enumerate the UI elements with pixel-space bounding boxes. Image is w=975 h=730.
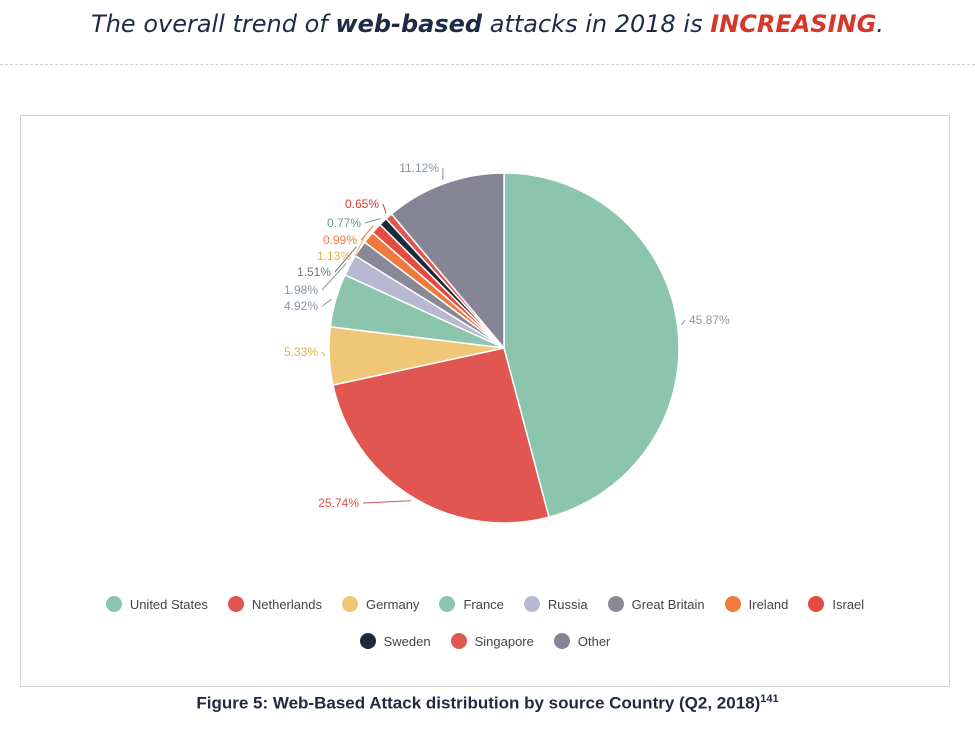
- leader-line-russia: [321, 262, 347, 291]
- legend-label-israel: Israel: [832, 596, 865, 612]
- chart-box: 45.87% 25.74% 5.33% 4.92% 1.98% 1.51% 1.13% 0.9…: [20, 115, 950, 687]
- legend-swatch-united-states: [105, 596, 122, 612]
- pie-slice-other: [390, 172, 505, 351]
- figure-caption: Figure 5: Web-Based Attack distribution …: [0, 693, 975, 714]
- legend-label-netherlands: Netherlands: [251, 596, 322, 612]
- legend-item-united-states[interactable]: United States: [105, 596, 208, 612]
- headline-middle: attacks in 2018 is: [482, 10, 711, 38]
- legend-swatch-singapore: [450, 633, 467, 649]
- legend-item-singapore[interactable]: Singapore: [450, 633, 534, 649]
- data-label-russia: 1.98%: [284, 283, 318, 297]
- legend-label-france: France: [463, 596, 504, 612]
- legend-item-other[interactable]: Other: [553, 633, 611, 649]
- legend-row-2: Sweden Singapore Other: [21, 633, 949, 649]
- legend-swatch-france: [439, 596, 456, 612]
- legend-swatch-other: [553, 633, 570, 649]
- leader-line-singapore: [382, 203, 387, 214]
- data-label-united-states: 45.87%: [689, 313, 730, 327]
- caption-text: Figure 5: Web-Based Attack distribution …: [196, 693, 761, 713]
- headline: The overall trend of web-based attacks i…: [0, 10, 975, 38]
- pie-chart: 45.87% 25.74% 5.33% 4.92% 1.98% 1.51% 1.13% 0.9…: [284, 161, 730, 524]
- legend-item-france[interactable]: France: [439, 596, 504, 612]
- legend-label-ireland: Ireland: [748, 596, 789, 612]
- data-label-netherlands: 25.74%: [318, 496, 359, 510]
- legend-label-united-states: United States: [129, 596, 208, 612]
- legend-swatch-russia: [523, 596, 540, 612]
- legend-item-sweden[interactable]: Sweden: [359, 633, 431, 649]
- legend-swatch-israel: [808, 596, 825, 612]
- legend-swatch-netherlands: [227, 596, 244, 612]
- legend-item-great-britain[interactable]: Great Britain: [607, 596, 705, 612]
- data-label-france: 4.92%: [284, 299, 318, 313]
- legend-row-1: United States Netherlands Germany France Rus…: [21, 596, 949, 612]
- legend-item-ireland[interactable]: Ireland: [724, 596, 789, 612]
- leader-line-germany: [321, 351, 326, 357]
- leader-line-united-states: [681, 319, 686, 326]
- headline-highlight: INCREASING: [710, 10, 877, 38]
- data-label-sweden: 0.77%: [327, 216, 361, 230]
- leader-line-sweden: [364, 218, 381, 224]
- legend-swatch-sweden: [359, 633, 376, 649]
- leader-line-israel: [360, 225, 374, 241]
- legend-label-other: Other: [577, 633, 611, 649]
- legend-label-great-britain: Great Britain: [631, 596, 705, 612]
- headline-prefix: The overall trend of: [91, 10, 336, 38]
- legend-item-russia[interactable]: Russia: [523, 596, 588, 612]
- divider: [0, 64, 975, 65]
- leader-line-france: [321, 298, 333, 307]
- data-label-germany: 5.33%: [284, 345, 318, 359]
- caption-footnote: 141: [760, 693, 779, 705]
- data-label-singapore: 0.65%: [345, 197, 379, 211]
- data-label-great-britain: 1.51%: [297, 265, 331, 279]
- pie-slice-united-states: [503, 172, 680, 519]
- legend-swatch-great-britain: [607, 596, 624, 612]
- leader-line-great-britain: [334, 246, 357, 273]
- headline-bold: web-based: [335, 10, 483, 38]
- legend-label-sweden: Sweden: [383, 633, 431, 649]
- data-label-ireland: 1.13%: [317, 249, 351, 263]
- legend-label-russia: Russia: [547, 596, 588, 612]
- legend-item-israel[interactable]: Israel: [808, 596, 864, 612]
- legend-item-germany[interactable]: Germany: [341, 596, 420, 612]
- legend-swatch-germany: [341, 596, 358, 612]
- data-label-israel: 0.99%: [323, 233, 357, 247]
- headline-suffix: .: [876, 10, 884, 38]
- leader-line-ireland: [354, 234, 366, 257]
- leader-line-netherlands: [362, 500, 411, 504]
- data-label-other: 11.12%: [399, 161, 439, 175]
- legend-label-germany: Germany: [365, 596, 420, 612]
- legend-swatch-ireland: [724, 596, 741, 612]
- legend-label-singapore: Singapore: [474, 633, 534, 649]
- legend-item-netherlands[interactable]: Netherlands: [227, 596, 322, 612]
- pie-slice-netherlands: [332, 347, 550, 524]
